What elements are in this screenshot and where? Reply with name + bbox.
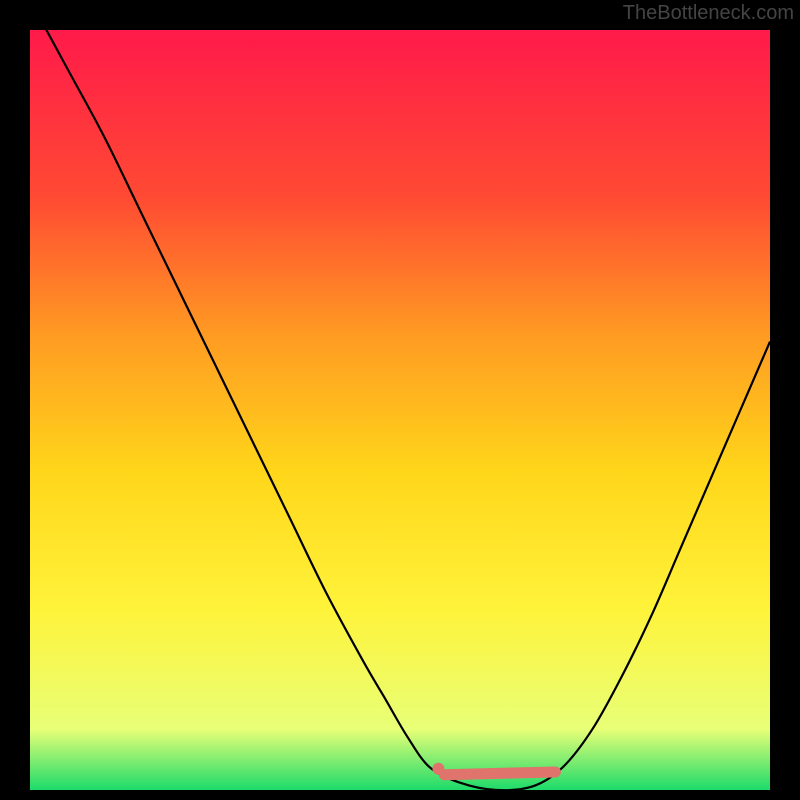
chart-plot-area — [30, 30, 770, 790]
attribution-label: TheBottleneck.com — [623, 2, 794, 25]
chart-container: TheBottleneck.com — [0, 0, 800, 800]
